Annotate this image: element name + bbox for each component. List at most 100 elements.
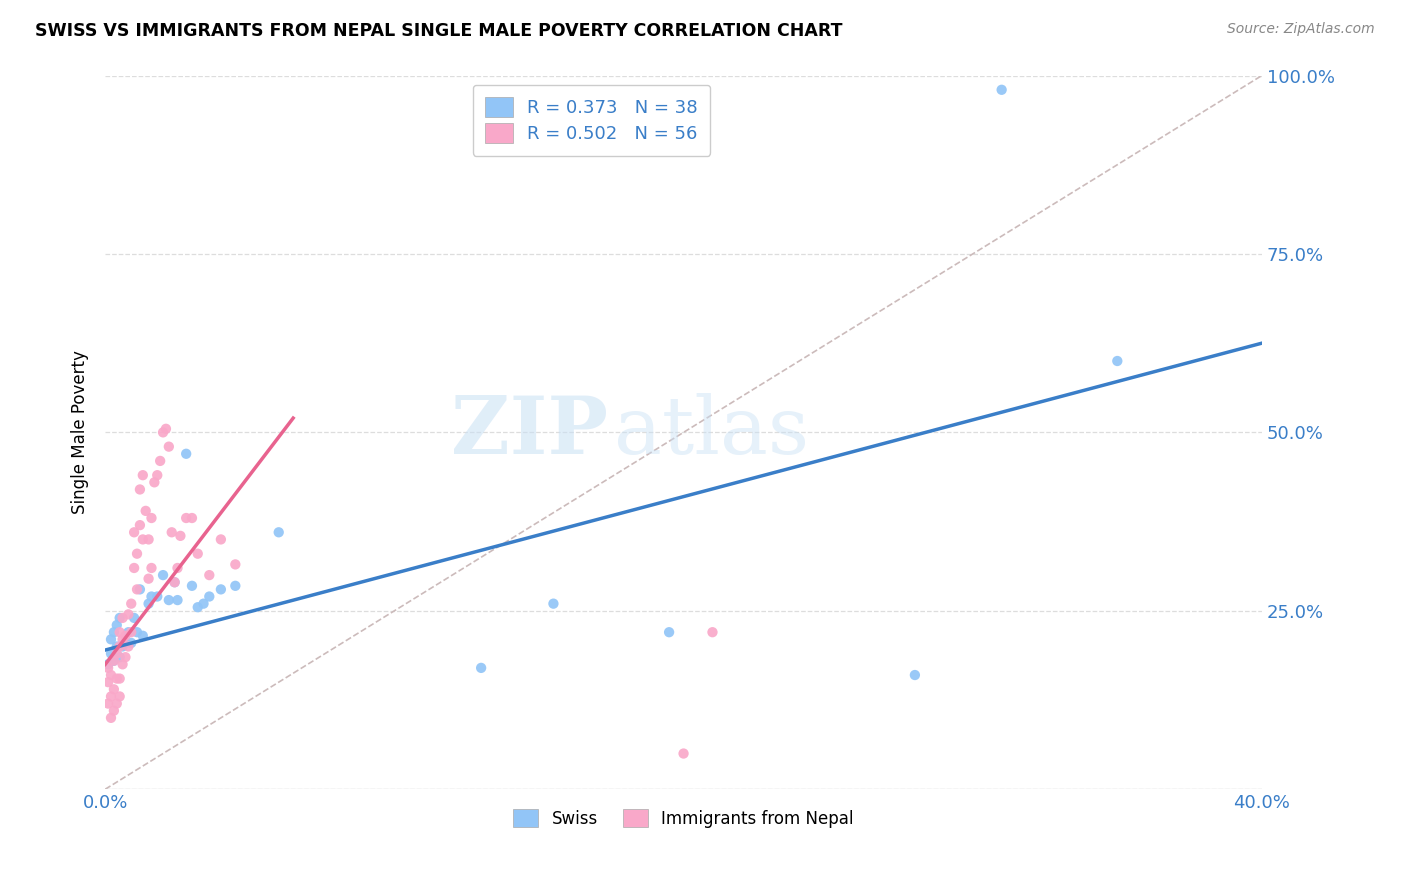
Point <box>103 654 125 668</box>
Point <box>193 597 215 611</box>
Point <box>111 640 134 654</box>
Y-axis label: Single Male Poverty: Single Male Poverty <box>72 351 89 515</box>
Point <box>138 597 160 611</box>
Point <box>990 83 1012 97</box>
Point <box>100 711 122 725</box>
Point <box>209 533 232 547</box>
Point <box>122 525 145 540</box>
Point <box>174 511 197 525</box>
Point <box>187 547 209 561</box>
Point <box>138 533 160 547</box>
Point <box>543 597 565 611</box>
Point <box>904 668 927 682</box>
Point <box>103 704 125 718</box>
Point <box>97 657 120 672</box>
Point <box>120 625 142 640</box>
Point <box>267 525 290 540</box>
Point <box>1107 354 1129 368</box>
Point <box>157 593 180 607</box>
Point <box>181 579 204 593</box>
Point <box>105 647 128 661</box>
Point <box>108 625 131 640</box>
Point <box>105 618 128 632</box>
Point <box>141 511 163 525</box>
Point <box>100 647 122 661</box>
Point <box>122 611 145 625</box>
Point <box>100 690 122 704</box>
Point <box>111 632 134 647</box>
Point <box>132 468 155 483</box>
Point <box>160 525 183 540</box>
Point <box>224 579 246 593</box>
Point <box>143 475 166 490</box>
Point <box>108 650 131 665</box>
Point <box>672 747 695 761</box>
Point <box>155 422 177 436</box>
Point <box>224 558 246 572</box>
Point <box>97 661 120 675</box>
Point <box>111 611 134 625</box>
Point <box>97 675 120 690</box>
Point <box>125 625 148 640</box>
Point <box>117 640 139 654</box>
Point <box>169 529 191 543</box>
Point <box>152 425 174 440</box>
Point <box>114 629 136 643</box>
Point <box>108 611 131 625</box>
Point <box>166 593 188 607</box>
Point <box>132 533 155 547</box>
Text: Source: ZipAtlas.com: Source: ZipAtlas.com <box>1227 22 1375 37</box>
Point <box>108 690 131 704</box>
Point <box>470 661 492 675</box>
Point <box>138 572 160 586</box>
Point <box>117 607 139 622</box>
Point <box>120 636 142 650</box>
Point <box>103 625 125 640</box>
Point <box>120 597 142 611</box>
Point <box>149 454 172 468</box>
Legend: Swiss, Immigrants from Nepal: Swiss, Immigrants from Nepal <box>506 803 860 834</box>
Point <box>658 625 681 640</box>
Point <box>141 590 163 604</box>
Point <box>103 682 125 697</box>
Point <box>198 590 221 604</box>
Point <box>100 668 122 682</box>
Point <box>105 640 128 654</box>
Text: SWISS VS IMMIGRANTS FROM NEPAL SINGLE MALE POVERTY CORRELATION CHART: SWISS VS IMMIGRANTS FROM NEPAL SINGLE MA… <box>35 22 842 40</box>
Point <box>108 672 131 686</box>
Point <box>146 590 169 604</box>
Point <box>174 447 197 461</box>
Point <box>129 582 152 597</box>
Point <box>209 582 232 597</box>
Point <box>103 654 125 668</box>
Point <box>163 575 186 590</box>
Text: atlas: atlas <box>614 393 810 471</box>
Point <box>122 561 145 575</box>
Point <box>166 561 188 575</box>
Point <box>105 672 128 686</box>
Point <box>129 483 152 497</box>
Point <box>125 547 148 561</box>
Point <box>702 625 724 640</box>
Point <box>157 440 180 454</box>
Point <box>97 697 120 711</box>
Point <box>152 568 174 582</box>
Point <box>117 625 139 640</box>
Point <box>114 650 136 665</box>
Point <box>198 568 221 582</box>
Point <box>181 511 204 525</box>
Point <box>163 575 186 590</box>
Point <box>187 600 209 615</box>
Point <box>129 518 152 533</box>
Point <box>132 629 155 643</box>
Point <box>114 636 136 650</box>
Point <box>141 561 163 575</box>
Text: ZIP: ZIP <box>451 393 609 471</box>
Point <box>125 582 148 597</box>
Point <box>135 504 157 518</box>
Point <box>105 697 128 711</box>
Point <box>108 640 131 654</box>
Point <box>111 657 134 672</box>
Point <box>146 468 169 483</box>
Point <box>100 632 122 647</box>
